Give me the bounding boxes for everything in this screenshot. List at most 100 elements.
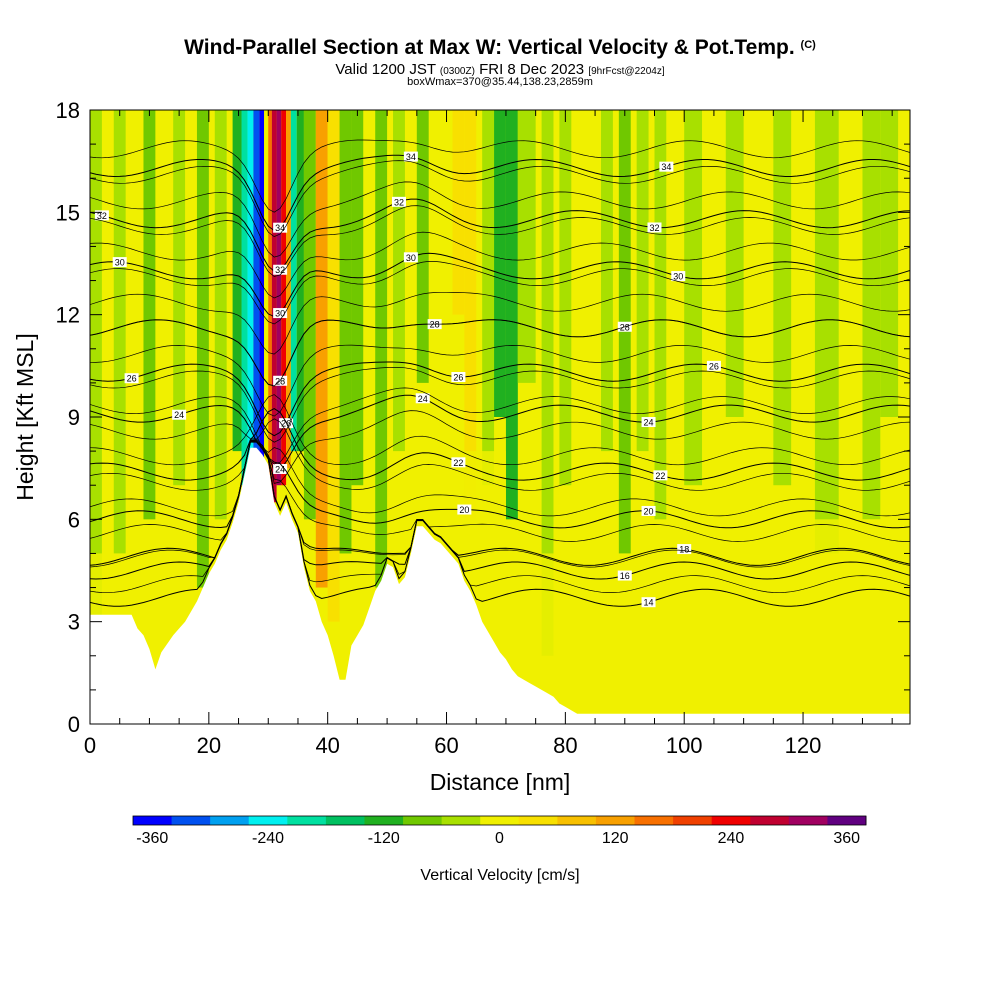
theta-label: 30 [275,309,285,319]
theta-contour [90,440,910,529]
theta-contour-minor [90,344,910,417]
velocity-band [773,110,792,486]
velocity-band [90,110,102,622]
velocity-band [654,110,667,520]
velocity-band [271,110,277,503]
theta-contour-minor [90,231,910,299]
velocity-band [264,110,269,469]
theta-label: 32 [394,197,404,207]
velocity-band [707,110,720,656]
theta-label: 28 [430,320,440,330]
theta-label-box [641,597,656,608]
y-tick-label: 6 [68,507,80,532]
colorbar-tick-label: 360 [833,830,860,847]
y-tick-label: 12 [56,303,80,328]
colorbar-tick-label: -240 [252,830,284,847]
velocity-band [375,110,388,588]
velocity-band [416,110,429,383]
theta-label-box [112,257,127,268]
velocity-band [862,110,881,520]
velocity-band [290,110,297,452]
x-tick-label: 100 [666,733,703,758]
velocity-band [505,110,518,520]
theta-contour-minor [90,418,910,491]
colorbar-segment [634,816,674,825]
theta-label-box [403,252,418,263]
velocity-band [636,110,649,452]
velocity-band [880,110,899,417]
colorbar-segment [557,816,597,825]
colorbar-segment [595,816,636,825]
theta-label-box [451,457,466,468]
theta-contour-minor [90,319,910,387]
theta-contour-minor [90,205,910,277]
theta-label-box [415,393,430,404]
theta-contour-minor [90,366,910,443]
velocity-band [577,110,590,622]
colorbar-segment [518,816,558,825]
chart-subtitle: Valid 1200 JST (0300Z) FRI 8 Dec 2023 [9… [335,61,665,78]
theta-label-box [273,264,288,275]
theta-label-box [124,373,139,384]
theta-label-box [94,210,109,221]
theta-contour-minor [90,440,910,542]
theta-label: 24 [418,394,428,404]
theta-contour [90,198,910,272]
velocity-patch [90,553,138,622]
velocity-patch [535,553,655,714]
theta-contour-minor [90,394,910,466]
theta-contour-minor [90,139,910,213]
colorbar-tick-label: 120 [602,830,629,847]
velocity-band [393,110,405,452]
theta-contour-minor [90,261,910,325]
theta-label: 26 [127,374,137,384]
theta-label: 20 [644,506,654,516]
theta-label: 26 [281,419,291,429]
theta-label: 20 [459,505,469,515]
theta-label-box [273,308,288,319]
theta-label-box [653,470,668,481]
theta-label-box [457,504,472,515]
colorbar-frame [132,815,867,826]
colorbar-title: Vertical Velocity [cm/s] [420,867,579,884]
theta-contour [90,394,910,472]
theta-label: 24 [275,464,285,474]
theta-contour-minor [90,160,910,238]
y-tick-label: 18 [56,98,80,123]
velocity-band [339,110,352,554]
velocity-band [452,110,465,315]
theta-label: 18 [679,545,689,555]
colorbar-tick-label: -360 [136,830,168,847]
velocity-band [559,110,572,486]
theta-label-box [706,360,721,371]
colorbar-segment [480,816,520,825]
theta-label: 34 [406,152,416,162]
velocity-band [363,110,376,554]
theta-label: 30 [673,272,683,282]
y-tick-label: 9 [68,405,80,430]
theta-label: 30 [115,258,125,268]
velocity-band [814,110,839,554]
theta-label: 30 [406,253,416,263]
velocity-band [113,110,126,554]
velocity-band [268,110,272,503]
velocity-band [517,110,536,383]
velocity-band [259,110,265,469]
theta-label-box [641,505,656,516]
colorbar-segment [171,816,211,825]
velocity-band [247,110,254,469]
theta-label: 34 [661,162,671,172]
theta-label: 34 [275,223,285,233]
theta-label: 32 [649,223,659,233]
colorbar-segment [364,816,404,825]
colorbar-tick-label: 0 [495,830,504,847]
theta-contour [90,408,910,481]
y-axis-title: Height [Kft MSL] [12,333,38,500]
theta-label-box [403,151,418,162]
theta-label-box [641,417,656,428]
theta-label-box [677,544,692,555]
velocity-band [286,110,291,469]
theta-label: 22 [453,458,463,468]
velocity-band [601,110,613,452]
x-tick-label: 0 [84,733,96,758]
